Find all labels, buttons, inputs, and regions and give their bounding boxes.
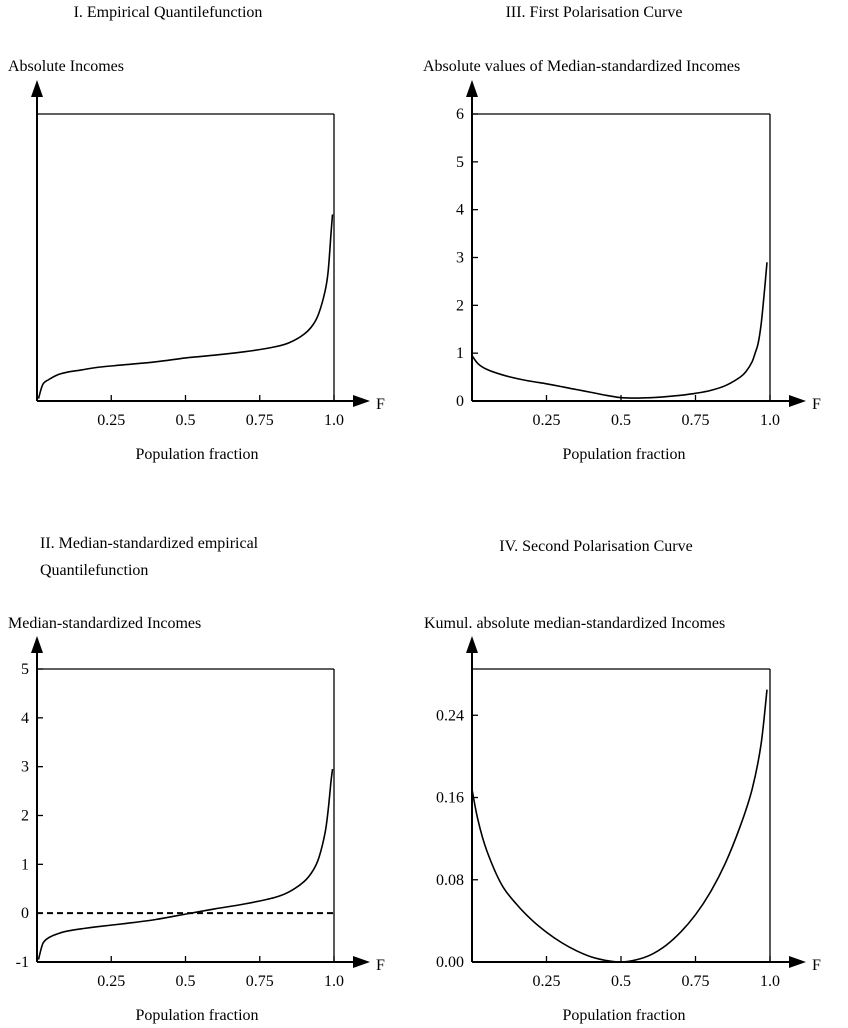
y-axis-label: Absolute values of Median-standardized I… (423, 58, 740, 75)
x-axis-label: Population fraction (135, 1007, 258, 1024)
series-line (472, 690, 767, 962)
x-axis-variable: F (812, 396, 821, 413)
x-tick-label: 0.25 (97, 973, 125, 990)
y-tick-label: 0 (456, 393, 464, 410)
x-tick-label: 0.25 (97, 412, 125, 429)
panel-title: I. Empirical Quantilefunction (74, 4, 263, 21)
y-axis-label: Kumul. absolute median-standardized Inco… (424, 615, 725, 632)
y-tick-label: 2 (21, 808, 29, 825)
y-tick-label: 6 (456, 106, 464, 123)
x-tick-label: 0.75 (682, 412, 710, 429)
panel-title-line-2: Quantilefunction (40, 562, 148, 579)
panel-title-line-1: II. Median-standardized empirical (40, 535, 259, 552)
x-axis-label: Population fraction (562, 1007, 685, 1024)
y-tick-label: 5 (456, 154, 464, 171)
x-axis-variable: F (376, 396, 385, 413)
x-tick-label: 0.25 (533, 973, 561, 990)
y-tick-label: 4 (21, 710, 29, 727)
x-tick-label: 1.0 (324, 973, 344, 990)
y-tick-label: 4 (456, 202, 464, 219)
y-axis-arrow (466, 80, 478, 97)
x-axis-variable: F (812, 957, 821, 974)
x-tick-label: 0.5 (611, 973, 631, 990)
y-axis-arrow (466, 636, 478, 653)
x-tick-label: 0.25 (533, 412, 561, 429)
x-axis-arrow (353, 395, 370, 407)
x-tick-label: 0.5 (176, 973, 196, 990)
y-tick-label: 3 (21, 759, 29, 776)
series-line (472, 262, 767, 398)
y-tick-label: 5 (21, 661, 29, 678)
y-tick-label: 0.08 (436, 872, 464, 889)
x-tick-label: 1.0 (760, 412, 780, 429)
plot-area: 0.25 0.5 0.75 1.0 -1 0 1 2 3 4 5 (16, 636, 370, 990)
series-line (39, 769, 333, 960)
panel-title: IV. Second Polarisation Curve (499, 538, 692, 555)
panel-second-polarisation: IV. Second Polarisation Curve Kumul. abs… (424, 538, 821, 1024)
y-tick-label: 2 (456, 297, 464, 314)
panel-first-polarisation: III. First Polarisation Curve Absolute v… (423, 4, 821, 463)
plot-area: 0.25 0.5 0.75 1.0 (31, 80, 370, 429)
x-tick-label: 0.75 (246, 412, 274, 429)
y-axis-arrow (31, 636, 43, 653)
x-axis-variable: F (376, 957, 385, 974)
y-tick-label: 0.16 (436, 790, 464, 807)
x-tick-label: 1.0 (760, 973, 780, 990)
x-tick-label: 0.5 (176, 412, 196, 429)
y-tick-label: 0.24 (436, 707, 464, 724)
panel-median-quantile: II. Median-standardized empirical Quanti… (8, 535, 385, 1024)
x-axis-arrow (789, 395, 806, 407)
y-tick-label: 1 (21, 856, 29, 873)
y-axis-label: Median-standardized Incomes (8, 615, 201, 632)
x-tick-label: 0.75 (246, 973, 274, 990)
x-tick-label: 1.0 (324, 412, 344, 429)
plot-area: 0.25 0.5 0.75 1.0 0 1 2 3 4 5 6 (456, 80, 806, 429)
series-line (39, 214, 333, 398)
y-axis-arrow (31, 80, 43, 97)
x-tick-label: 0.5 (611, 412, 631, 429)
panel-quantile: I. Empirical Quantilefunction Absolute I… (8, 4, 385, 463)
y-tick-label: 0.00 (436, 954, 464, 971)
x-axis-arrow (353, 956, 370, 968)
x-axis-label: Population fraction (562, 446, 685, 463)
y-tick-label: 1 (456, 345, 464, 362)
plot-area: 0.25 0.5 0.75 1.0 0.00 0.08 0.16 0.24 (436, 636, 806, 990)
y-tick-label: 3 (456, 250, 464, 267)
x-axis-arrow (789, 956, 806, 968)
panel-title: III. First Polarisation Curve (506, 4, 683, 21)
y-tick-label: -1 (16, 954, 29, 971)
y-tick-label: 0 (21, 905, 29, 922)
y-axis-label: Absolute Incomes (8, 58, 124, 75)
x-axis-label: Population fraction (135, 446, 258, 463)
x-tick-label: 0.75 (682, 973, 710, 990)
